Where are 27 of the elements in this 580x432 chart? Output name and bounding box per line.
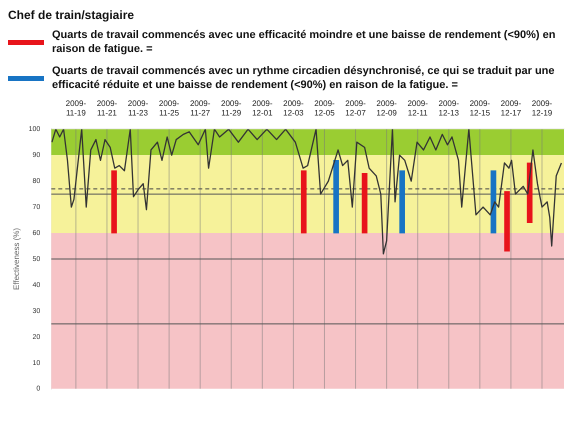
x-tick-label: 2009- 12-19 — [532, 99, 553, 118]
legend-label: Quarts de travail commencés avec une efficacité moindre et une baisse de rendement (<90%) en raison de fatigue. = — [52, 28, 556, 56]
x-tick-label: 2009- 12-17 — [500, 99, 522, 118]
x-tick-label: 2009- 12-03 — [283, 99, 304, 118]
legend-label: Quarts de travail commencés avec un rythme circadien désynchronisé, ce qui se traduit par une efficacité réduite et une baisse de rendement (<90%) en raison de la fatigue. = — [52, 64, 556, 92]
x-tick-label: 2009- 11-21 — [96, 99, 118, 118]
bar — [362, 173, 368, 234]
bar — [300, 170, 307, 234]
x-tick-label: 2009- 11-27 — [190, 99, 211, 118]
x-tick-label: 2009- 11-23 — [128, 99, 149, 118]
chart-title: Chef de train/stagiaire — [8, 8, 136, 22]
x-tick-label: 2009- 12-11 — [407, 99, 428, 118]
x-tick-label: 2009- 12-01 — [252, 99, 274, 118]
x-tick-label: 2009- 12-09 — [376, 99, 398, 118]
y-axis-title: Effectiveness (%) — [12, 228, 22, 290]
x-tick-label: 2009- 12-15 — [470, 99, 491, 118]
bar — [333, 160, 339, 234]
x-tick-label: 2009- 11-19 — [66, 99, 86, 118]
x-tick-label: 2009- 12-05 — [314, 99, 336, 118]
bar — [490, 170, 496, 234]
bar — [111, 170, 117, 234]
x-tick-label: 2009- 12-07 — [345, 99, 366, 118]
x-tick-label: 2009- 12-13 — [438, 99, 460, 118]
x-tick-label: 2009- 11-29 — [221, 99, 242, 118]
x-tick-label: 2009- 11-25 — [158, 99, 180, 118]
bar — [504, 191, 510, 252]
bar — [399, 170, 405, 234]
